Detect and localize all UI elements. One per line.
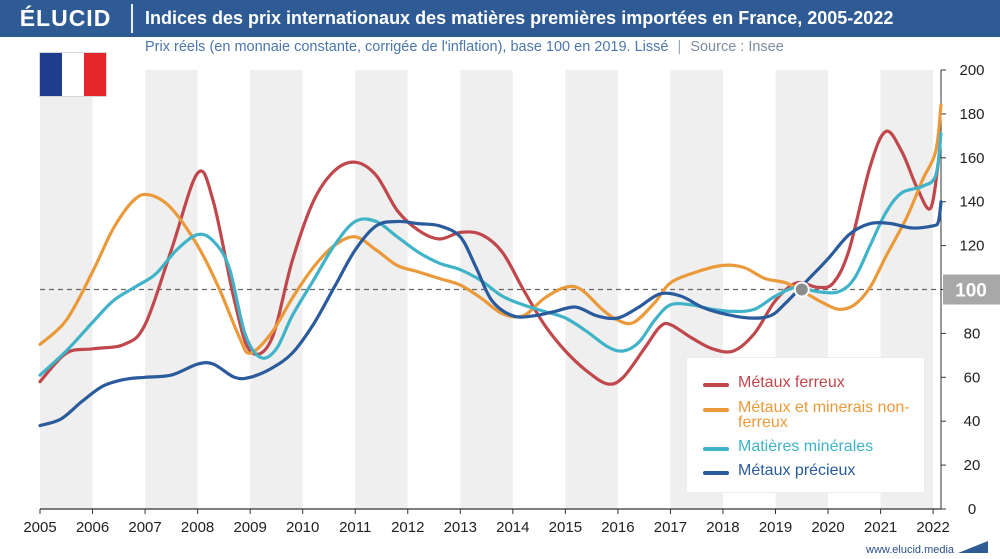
x-tick-label: 2009 [233, 519, 266, 536]
y-tick-label: 180 [959, 106, 984, 123]
legend-item-minerales: Matières minérales [703, 438, 918, 455]
legend-label: Métaux précieux [738, 462, 856, 479]
x-tick-label: 2020 [811, 519, 844, 536]
chart-legend: Métaux ferreux Métaux et minerais non-fe… [687, 358, 924, 492]
x-tick-label: 2007 [128, 519, 161, 536]
elucid-logo: ÉLUCID [19, 5, 112, 31]
y-tick-label: 60 [964, 369, 981, 386]
x-tick-label: 2018 [706, 519, 739, 536]
reference-badge-label: 100 [955, 281, 987, 302]
year-band [92, 70, 146, 509]
legend-item-non-ferreux: Métaux et minerais non-ferreux [703, 399, 918, 431]
series-line-0 [38, 129, 940, 386]
x-tick-label: 2021 [864, 519, 897, 536]
series-line-2 [38, 132, 943, 377]
chart-title: Indices des prix internationaux des mati… [145, 8, 894, 28]
flag-red-stripe [84, 53, 106, 96]
y-tick-label: 160 [959, 150, 984, 167]
france-flag-icon [40, 53, 106, 96]
x-tick-label: 2005 [23, 519, 56, 536]
legend-item-precieux: Métaux précieux [703, 462, 918, 479]
legend-swatch [703, 383, 729, 387]
header-bar [0, 0, 1000, 37]
y-tick-label: 200 [959, 62, 984, 79]
x-tick-label: 2017 [654, 519, 687, 536]
year-band [355, 70, 408, 509]
series-line-3 [38, 200, 943, 428]
chart-source: Source : Insee [690, 39, 784, 55]
y-tick-label: 40 [964, 413, 981, 430]
subtitle-row: Prix réels (en monnaie constante, corrig… [145, 39, 784, 55]
flag-blue-stripe [40, 53, 62, 96]
footer-corner-triangle [958, 541, 988, 553]
chart-subtitle: Prix réels (en monnaie constante, corrig… [145, 39, 669, 55]
x-tick-label: 2014 [496, 519, 529, 536]
x-tick-label: 2012 [391, 519, 424, 536]
x-tick-label: 2006 [76, 519, 109, 536]
legend-swatch [703, 408, 729, 412]
reference-point-marker [793, 281, 810, 298]
subtitle-separator: | [677, 39, 682, 55]
logo-divider [131, 4, 133, 33]
x-tick-label: 2015 [549, 519, 582, 536]
flag-white-stripe [62, 53, 84, 96]
x-tick-label: 2011 [339, 519, 371, 536]
x-tick-label: 2008 [181, 519, 214, 536]
legend-label: Matières minérales [738, 438, 874, 455]
y-tick-label: 120 [959, 238, 984, 255]
x-tick-label: 2010 [286, 519, 319, 536]
legend-label: Métaux et minerais non-ferreux [738, 399, 910, 431]
legend-label: Métaux ferreux [738, 374, 845, 391]
year-band [407, 70, 461, 509]
year-band [933, 70, 941, 509]
x-tick-label: 2019 [759, 519, 792, 536]
y-tick-label: 140 [959, 194, 984, 211]
y-tick-label: 80 [964, 325, 981, 342]
x-tick-label: 2013 [444, 519, 477, 536]
y-tick-label: 20 [964, 457, 981, 474]
reference-badge [943, 274, 1000, 305]
legend-item-ferreux: Métaux ferreux [703, 374, 918, 391]
legend-swatch [703, 447, 729, 451]
y-tick-label: 0 [968, 501, 976, 518]
x-tick-label: 2016 [601, 519, 634, 536]
x-tick-label: 2022 [916, 519, 949, 536]
legend-swatch [703, 471, 729, 475]
footer-url: www.elucid.media [866, 544, 955, 556]
